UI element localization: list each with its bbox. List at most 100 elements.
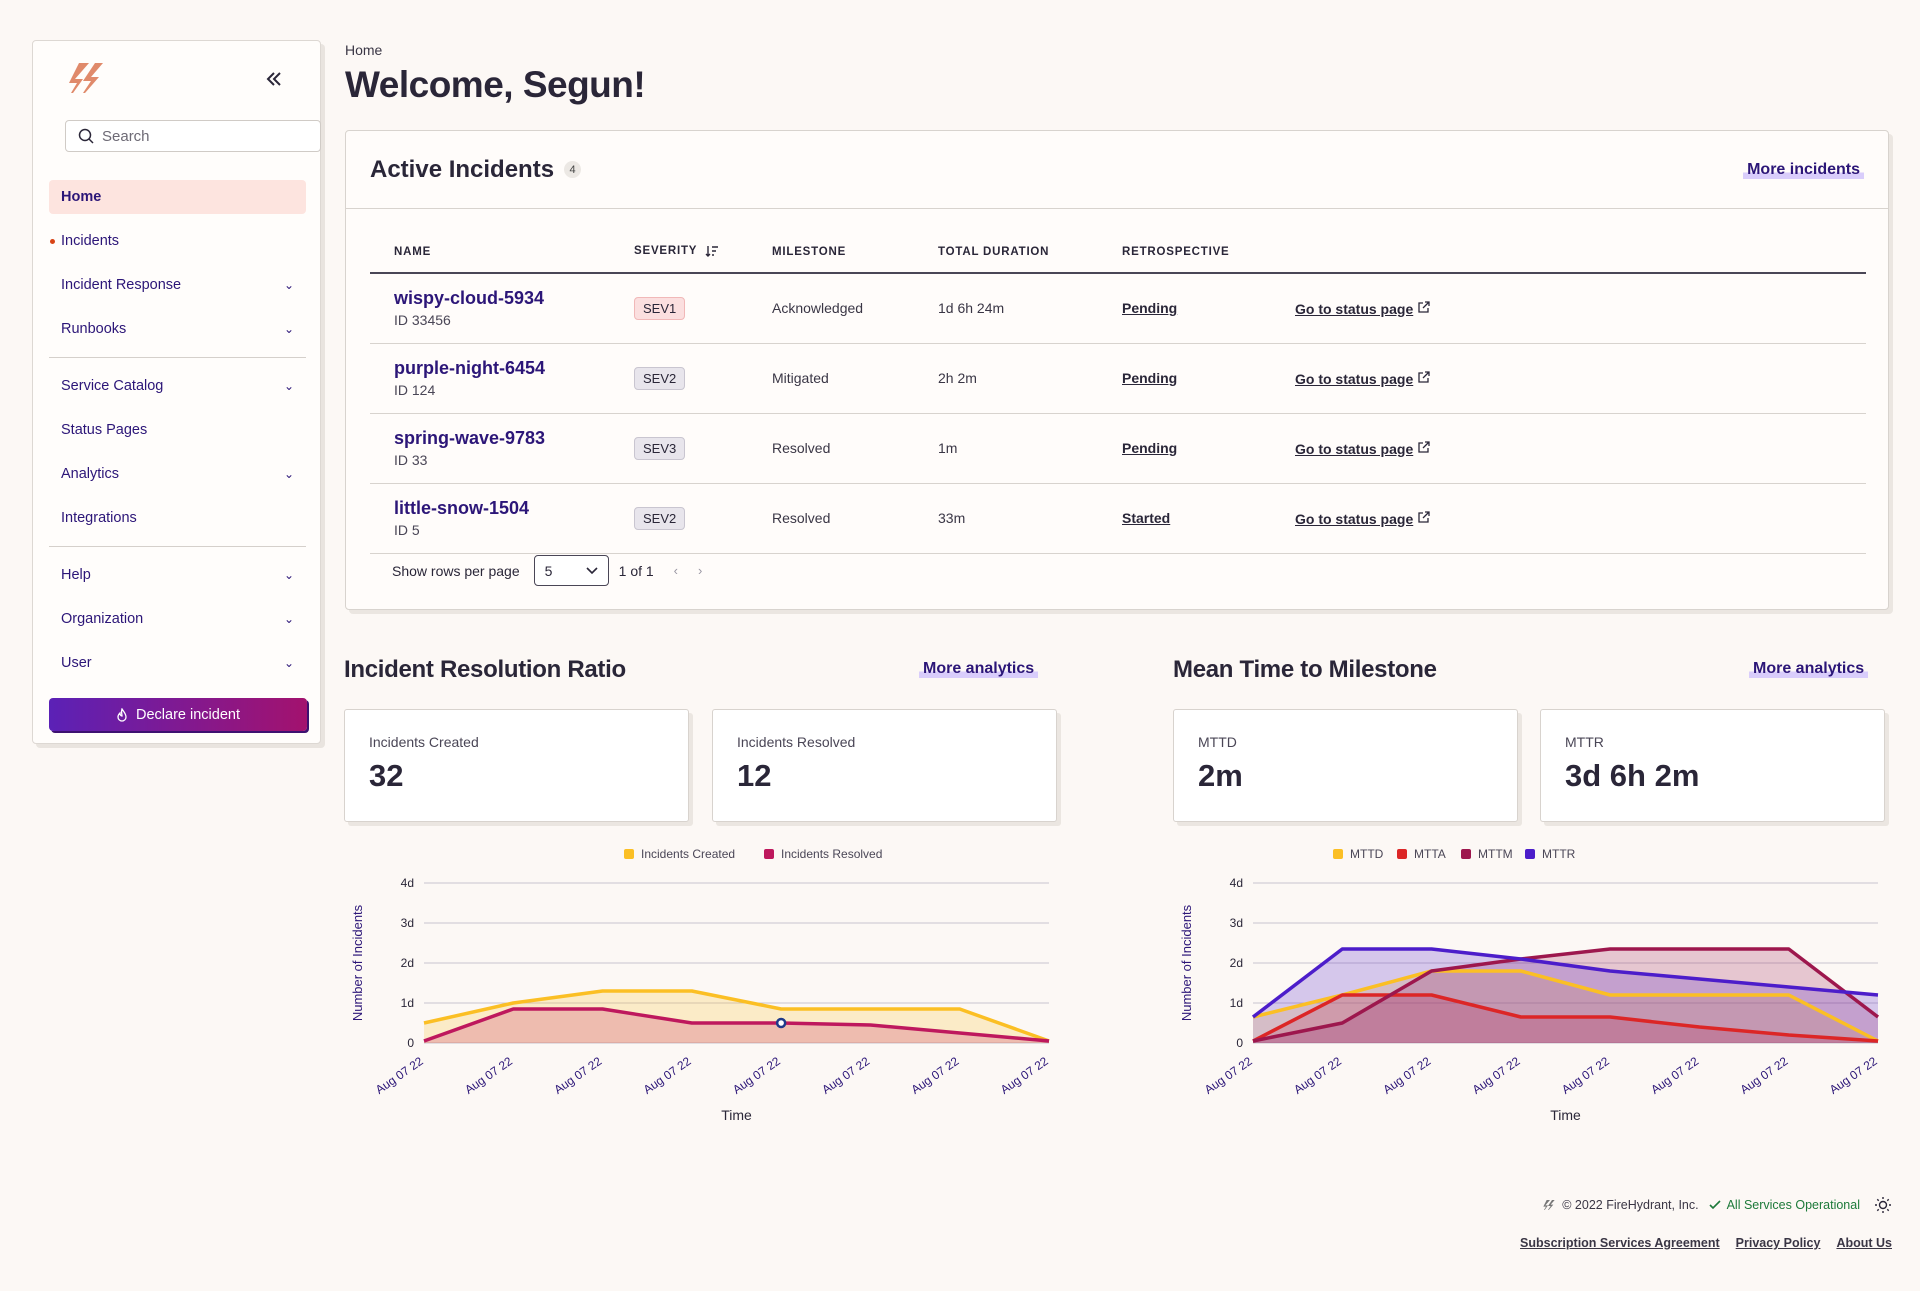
rows-per-page-select[interactable]: 5: [533, 555, 609, 586]
card-title-text: Active Incidents: [370, 155, 555, 183]
stat-label: Incidents Created: [369, 734, 479, 750]
sidebar-item-label: Service Catalog: [61, 378, 164, 394]
duration-cell: 1d 6h 24m: [914, 273, 1098, 344]
y-axis-label: Number of Incidents: [1179, 904, 1194, 1021]
legend-swatch: [1525, 849, 1535, 859]
stat-value: 12: [737, 758, 772, 793]
status-page-link[interactable]: Go to status page: [1295, 300, 1414, 317]
retrospective-link[interactable]: Pending: [1122, 300, 1178, 317]
sidebar-item-label: Runbooks: [61, 321, 127, 337]
sidebar-item-label: Help: [61, 567, 91, 583]
retrospective-link[interactable]: Started: [1122, 510, 1171, 526]
severity-badge: SEV3: [634, 436, 686, 460]
sidebar-item-service-catalog[interactable]: Service Catalog ⌄: [49, 364, 306, 408]
incident-id: ID 33456: [394, 312, 451, 329]
footer: © 2022 FireHydrant, Inc. All Services Op…: [1520, 1196, 1892, 1250]
search-icon: [78, 128, 94, 144]
chevron-down-icon: ⌄: [283, 612, 294, 626]
sidebar-item-label: User: [61, 655, 92, 671]
incident-name-link[interactable]: purple-night-6454: [394, 358, 546, 378]
sidebar-nav: Home Incidents Incident Response ⌄ Runboo…: [49, 175, 306, 685]
col-name: NAME: [370, 231, 610, 274]
more-analytics-link[interactable]: More analytics: [1749, 660, 1869, 678]
sidebar-item-incidents[interactable]: Incidents: [49, 219, 306, 263]
theme-toggle-icon[interactable]: [1874, 1196, 1892, 1214]
milestone-cell: Resolved: [748, 413, 914, 484]
status-page-link[interactable]: Go to status page: [1295, 370, 1414, 387]
incident-name-link[interactable]: spring-wave-9783: [394, 428, 546, 448]
next-page-icon[interactable]: ›: [698, 563, 703, 578]
legend-swatch: [1397, 849, 1407, 859]
sidebar-item-incident-response[interactable]: Incident Response ⌄: [49, 263, 306, 307]
legend-label: MTTD: [1350, 847, 1384, 861]
divider: [49, 357, 306, 358]
milestone-cell: Mitigated: [748, 343, 914, 414]
x-axis-label: Time: [1550, 1107, 1581, 1123]
col-actions: [1271, 231, 1866, 274]
status-page-link[interactable]: Go to status page: [1295, 440, 1414, 457]
sidebar-item-status-pages[interactable]: Status Pages: [49, 408, 306, 452]
x-tick-label: Aug 07 22: [1470, 1054, 1523, 1097]
chevron-down-icon: ⌄: [283, 322, 294, 336]
x-tick-label: Aug 07 22: [1559, 1054, 1612, 1097]
rows-per-page-value: 5: [544, 562, 553, 579]
firehydrant-logo-icon[interactable]: [65, 57, 107, 99]
stat-value: 3d 6h 2m: [1565, 758, 1700, 793]
x-tick-label: Aug 07 22: [1291, 1054, 1344, 1097]
breadcrumb[interactable]: Home: [345, 42, 383, 58]
declare-incident-button[interactable]: Declare incident: [49, 698, 307, 731]
x-tick-label: Aug 07 22: [373, 1054, 426, 1097]
incidents-resolved-stat: Incidents Resolved 12: [712, 709, 1057, 822]
external-link-icon: [1418, 301, 1430, 313]
status-page-link[interactable]: Go to status page: [1295, 510, 1414, 527]
y-tick-label: 0: [1236, 1036, 1243, 1050]
x-tick-label: Aug 07 22: [641, 1054, 694, 1097]
sidebar-item-organization[interactable]: Organization ⌄: [49, 597, 306, 641]
legend-swatch: [1461, 849, 1471, 859]
incident-name-link[interactable]: wispy-cloud-5934: [394, 288, 545, 309]
series-line-mttr: [1251, 947, 1879, 1019]
sidebar-item-user[interactable]: User ⌄: [49, 641, 306, 685]
sidebar-item-analytics[interactable]: Analytics ⌄: [49, 452, 306, 496]
incidents-table: NAME SEVERITY MILESTONE TOTAL DURATION R…: [370, 231, 1866, 554]
more-incidents-link[interactable]: More incidents: [1743, 160, 1864, 179]
series-line-mttd: [1252, 969, 1879, 1043]
prev-page-icon[interactable]: ‹: [673, 563, 679, 578]
series-area-mtta: [1253, 995, 1878, 1043]
y-tick-label: 4d: [401, 876, 414, 890]
sidebar-item-label: Home: [61, 189, 102, 205]
sidebar-item-integrations[interactable]: Integrations: [49, 496, 306, 540]
about-us-link[interactable]: About Us: [1836, 1236, 1892, 1250]
incidents-created-stat: Incidents Created 32: [344, 709, 689, 822]
series-area-mttr: [1253, 949, 1878, 1043]
chevron-down-icon: [586, 566, 598, 574]
retrospective-link[interactable]: Pending: [1122, 440, 1178, 456]
operational-status[interactable]: All Services Operational: [1726, 1198, 1860, 1212]
subscription-agreement-link[interactable]: Subscription Services Agreement: [1520, 1236, 1720, 1250]
x-tick-label: Aug 07 22: [730, 1054, 783, 1097]
sidebar-item-label: Integrations: [61, 510, 137, 526]
privacy-policy-link[interactable]: Privacy Policy: [1735, 1236, 1821, 1250]
more-analytics-link[interactable]: More analytics: [919, 660, 1039, 678]
x-tick-label: Aug 07 22: [1738, 1054, 1791, 1097]
sort-icon[interactable]: [705, 245, 719, 258]
x-tick-label: Aug 07 22: [819, 1054, 872, 1097]
search-box[interactable]: [65, 120, 321, 152]
col-severity[interactable]: SEVERITY: [610, 231, 748, 274]
sidebar-item-home[interactable]: Home: [49, 180, 306, 214]
collapse-sidebar-icon[interactable]: [262, 67, 286, 91]
incident-name-link[interactable]: little-snow-1504: [394, 498, 530, 518]
y-tick-label: 1d: [401, 996, 414, 1010]
copyright: © 2022 FireHydrant, Inc.: [1562, 1198, 1699, 1212]
duration-cell: 2h 2m: [914, 343, 1098, 414]
search-input[interactable]: [102, 127, 302, 145]
firehydrant-small-logo-icon: [1543, 1200, 1555, 1210]
sidebar-item-help[interactable]: Help ⌄: [49, 553, 306, 597]
retrospective-link[interactable]: Pending: [1122, 370, 1178, 386]
milestone-cell: Resolved: [748, 483, 914, 554]
legend-label: Incidents Resolved: [781, 847, 882, 861]
y-tick-label: 1d: [1230, 996, 1243, 1010]
incident-id: ID 33: [394, 452, 428, 468]
incident-id: ID 5: [394, 522, 420, 538]
sidebar-item-runbooks[interactable]: Runbooks ⌄: [49, 307, 306, 351]
